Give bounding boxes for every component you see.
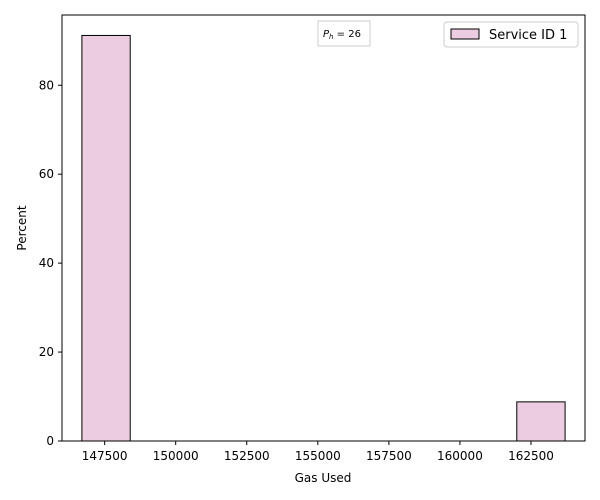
x-tick-label: 152500 xyxy=(224,449,270,463)
bar-1 xyxy=(516,401,566,442)
legend-label: Service ID 1 xyxy=(489,28,567,43)
x-tick-label: 160000 xyxy=(437,449,483,463)
x-axis: 147500 150000 152500 155000 157500 160000 1625… xyxy=(82,441,554,463)
annotation-box: Ph = 26 xyxy=(317,20,371,47)
x-axis-label: Gas Used xyxy=(295,471,352,485)
x-tick-label: 162500 xyxy=(508,449,554,463)
legend-frame xyxy=(443,21,579,48)
plot-frame xyxy=(61,14,586,442)
x-tick-label: 157500 xyxy=(366,449,412,463)
legend: Service ID 1 xyxy=(443,21,579,48)
y-axis: 0 20 40 60 80 xyxy=(39,78,62,448)
y-tick-label: 0 xyxy=(46,434,54,448)
y-tick-label: 20 xyxy=(39,345,54,359)
x-tick-label: 150000 xyxy=(153,449,199,463)
y-tick-label: 80 xyxy=(39,78,54,92)
y-tick-label: 40 xyxy=(39,256,54,270)
y-tick-label: 60 xyxy=(39,167,54,181)
bar-0 xyxy=(81,34,131,442)
y-axis-label: Percent xyxy=(15,205,29,250)
bars-group xyxy=(81,34,566,442)
x-tick-label: 155000 xyxy=(295,449,341,463)
legend-swatch xyxy=(450,28,480,40)
annotation-text: Ph = 26 xyxy=(323,29,361,41)
x-tick-label: 147500 xyxy=(82,449,128,463)
